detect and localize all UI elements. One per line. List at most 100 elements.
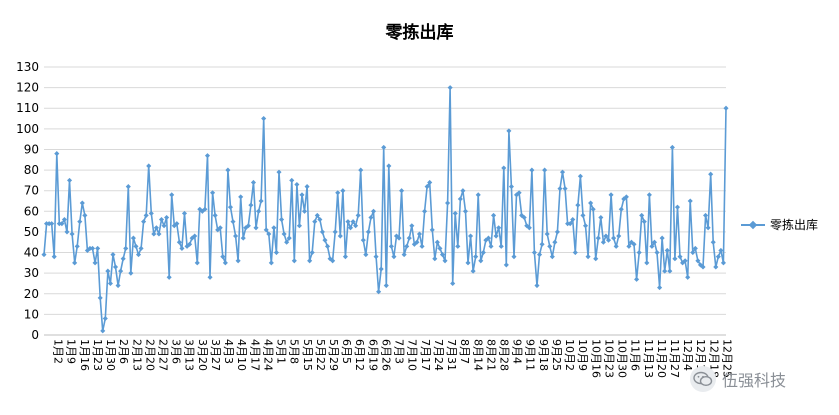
x-tick-label: 10月23	[602, 339, 615, 378]
legend: 零拣出库	[740, 216, 818, 233]
data-point	[309, 249, 315, 256]
data-point	[611, 235, 617, 241]
data-point	[161, 223, 167, 229]
data-point	[115, 282, 121, 289]
data-point	[77, 219, 83, 225]
data-point	[376, 289, 382, 295]
x-tick-label: 10月16	[589, 339, 602, 378]
data-point	[485, 235, 491, 241]
data-point	[534, 282, 540, 289]
data-point	[409, 223, 415, 229]
x-tick-label: 10月30	[616, 339, 629, 378]
x-tick-label: 4月10	[235, 339, 248, 371]
data-point	[575, 202, 581, 208]
data-point	[307, 258, 313, 264]
series-line	[43, 86, 727, 332]
x-tick-label: 4月24	[261, 339, 274, 371]
data-point	[720, 260, 726, 266]
x-tick-label: 7月10	[406, 339, 419, 371]
x-tick-label: 3月13	[183, 339, 196, 371]
data-point	[605, 237, 612, 243]
data-point	[212, 212, 218, 218]
data-point	[542, 167, 548, 173]
data-point	[475, 192, 481, 198]
data-point	[69, 231, 75, 237]
data-point	[130, 235, 136, 241]
data-point	[503, 262, 509, 268]
data-point	[506, 128, 512, 134]
data-point	[478, 258, 484, 264]
data-point	[266, 231, 272, 237]
data-point	[529, 167, 535, 173]
data-point	[511, 254, 517, 260]
data-point	[123, 245, 129, 251]
data-point	[498, 243, 504, 249]
x-tick-label: 9月25	[550, 339, 563, 371]
data-point	[465, 260, 471, 266]
data-point	[143, 212, 149, 218]
x-tick-label: 8月28	[497, 339, 510, 371]
data-point	[705, 225, 711, 231]
data-point	[468, 233, 474, 239]
y-tick-label: 130	[16, 60, 39, 74]
data-point	[230, 219, 236, 225]
data-point	[279, 217, 285, 223]
data-point	[222, 260, 228, 266]
data-point	[659, 235, 665, 241]
data-point	[112, 264, 119, 270]
data-point	[396, 235, 402, 241]
data-point	[613, 243, 619, 249]
data-point	[353, 223, 359, 229]
data-point	[125, 184, 131, 190]
y-tick-label: 10	[24, 307, 39, 321]
x-tick-label: 3月6	[170, 339, 183, 364]
x-tick-label: 7月24	[432, 339, 445, 371]
data-point	[49, 221, 55, 227]
data-point	[192, 233, 198, 239]
data-point	[424, 184, 430, 190]
data-point	[135, 252, 142, 258]
data-point	[296, 223, 302, 229]
data-point	[273, 249, 279, 256]
data-point	[549, 254, 555, 260]
data-point	[447, 85, 453, 91]
data-point	[723, 105, 729, 111]
y-tick-label: 30	[24, 266, 39, 280]
x-tick-label: 6月5	[340, 339, 353, 364]
data-point	[470, 268, 476, 274]
data-point	[330, 258, 336, 264]
data-point	[210, 190, 216, 196]
data-point	[654, 249, 660, 256]
x-tick-label: 1月23	[91, 339, 104, 371]
data-point	[156, 231, 162, 237]
data-point	[97, 295, 103, 301]
x-tick-label: 2月13	[130, 339, 143, 371]
data-point	[662, 268, 668, 274]
data-point	[618, 206, 624, 212]
data-point	[682, 258, 688, 264]
x-tick-label: 4月3	[222, 339, 235, 364]
data-point	[164, 214, 170, 221]
data-point	[294, 181, 300, 188]
data-point	[577, 173, 583, 179]
x-tick-label: 9月18	[537, 339, 550, 371]
x-tick-label: 5月22	[314, 339, 327, 371]
x-tick-label: 5月29	[327, 339, 340, 371]
data-point	[179, 245, 185, 251]
data-point	[289, 177, 295, 183]
x-tick-label: 11月20	[655, 339, 668, 378]
x-tick-label: 8月7	[458, 339, 471, 364]
x-tick-label: 9月11	[524, 339, 537, 371]
data-point	[593, 256, 599, 262]
data-point	[148, 210, 154, 216]
x-tick-label: 10月2	[563, 339, 576, 371]
data-point	[368, 214, 374, 221]
x-tick-label: 12月4	[681, 339, 694, 371]
data-point	[133, 243, 139, 249]
data-point	[588, 200, 594, 206]
data-point	[432, 256, 438, 262]
data-point	[460, 188, 466, 194]
data-point	[304, 184, 310, 190]
data-point	[51, 254, 57, 260]
data-point	[473, 254, 479, 260]
